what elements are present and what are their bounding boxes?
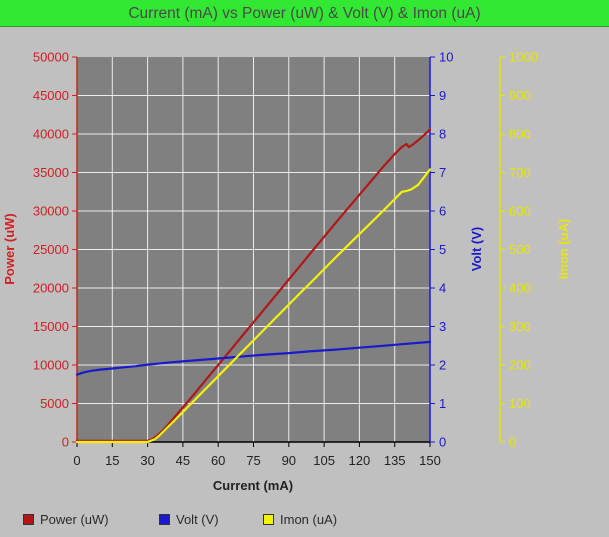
y-tick-label-imon: 400 <box>509 281 531 296</box>
y-tick-label-volt: 0 <box>439 435 446 450</box>
grid-lines <box>77 57 430 442</box>
y-tick-label-imon: 500 <box>509 242 531 257</box>
y-tick-label-imon: 800 <box>509 127 531 142</box>
y-tick-label-power: 20000 <box>33 281 69 296</box>
y-tick-label-power: 0 <box>62 435 69 450</box>
y-tick-label-imon: 0 <box>509 435 516 450</box>
legend-swatch-imon <box>263 514 274 525</box>
x-tick-label: 0 <box>73 453 80 468</box>
legend-label-volt: Volt (V) <box>176 512 219 527</box>
y-axis-label-power: Power (uW) <box>2 213 17 285</box>
legend-item-imon: Imon (uA) <box>263 512 337 527</box>
x-tick-label: 105 <box>313 453 335 468</box>
x-tick-label: 60 <box>211 453 225 468</box>
legend-swatch-volt <box>159 514 170 525</box>
y-tick-label-power: 5000 <box>40 396 69 411</box>
y-tick-label-power: 40000 <box>33 127 69 142</box>
y-tick-label-power: 15000 <box>33 319 69 334</box>
y-tick-label-power: 10000 <box>33 358 69 373</box>
x-tick-label: 75 <box>246 453 260 468</box>
y-tick-label-volt: 6 <box>439 204 446 219</box>
y-tick-label-imon: 100 <box>509 396 531 411</box>
series-line-power <box>75 128 432 442</box>
y-tick-label-volt: 7 <box>439 165 446 180</box>
y-tick-label-power: 45000 <box>33 88 69 103</box>
y-tick-label-imon: 600 <box>509 204 531 219</box>
y-tick-label-volt: 1 <box>439 396 446 411</box>
y-axis-label-volt: Volt (V) <box>469 227 484 272</box>
legend-item-power: Power (uW) <box>23 512 109 527</box>
x-tick-label: 45 <box>176 453 190 468</box>
y-tick-label-power: 35000 <box>33 165 69 180</box>
y-tick-label-volt: 5 <box>439 242 446 257</box>
y-tick-label-volt: 4 <box>439 281 446 296</box>
x-tick-label: 15 <box>105 453 119 468</box>
x-tick-label: 30 <box>140 453 154 468</box>
y-tick-label-imon: 700 <box>509 165 531 180</box>
y-tick-label-power: 50000 <box>33 50 69 65</box>
x-tick-label: 90 <box>282 453 296 468</box>
x-tick-label: 135 <box>384 453 406 468</box>
legend-swatch-power <box>23 514 34 525</box>
y-axis-label-imon: Imon (uA) <box>556 219 571 280</box>
chart-title: Current (mA) vs Power (uW) & Volt (V) & … <box>0 0 609 27</box>
y-tick-label-imon: 300 <box>509 319 531 334</box>
x-tick-label: 150 <box>419 453 441 468</box>
legend-item-volt: Volt (V) <box>159 512 219 527</box>
legend-label-imon: Imon (uA) <box>280 512 338 527</box>
x-axis-label: Current (mA) <box>213 478 293 493</box>
y-tick-label-volt: 2 <box>439 358 446 373</box>
y-tick-label-power: 30000 <box>33 204 69 219</box>
legend-label-power: Power (uW) <box>40 512 109 527</box>
y-tick-label-imon: 200 <box>509 358 531 373</box>
y-tick-label-volt: 9 <box>439 88 446 103</box>
y-tick-label-imon: 1000 <box>509 50 538 65</box>
x-tick-label: 120 <box>349 453 371 468</box>
y-tick-label-volt: 3 <box>439 319 446 334</box>
series-line-volt <box>75 340 432 376</box>
y-tick-label-imon: 900 <box>509 88 531 103</box>
data-series <box>75 128 432 444</box>
series-line-imon <box>75 168 432 444</box>
axes: 0 15 30 45 60 75 90 105 120 135 150050001000015000… <box>33 50 538 469</box>
y-tick-label-power: 25000 <box>33 242 69 257</box>
y-tick-label-volt: 8 <box>439 127 446 142</box>
y-tick-label-volt: 10 <box>439 50 453 65</box>
